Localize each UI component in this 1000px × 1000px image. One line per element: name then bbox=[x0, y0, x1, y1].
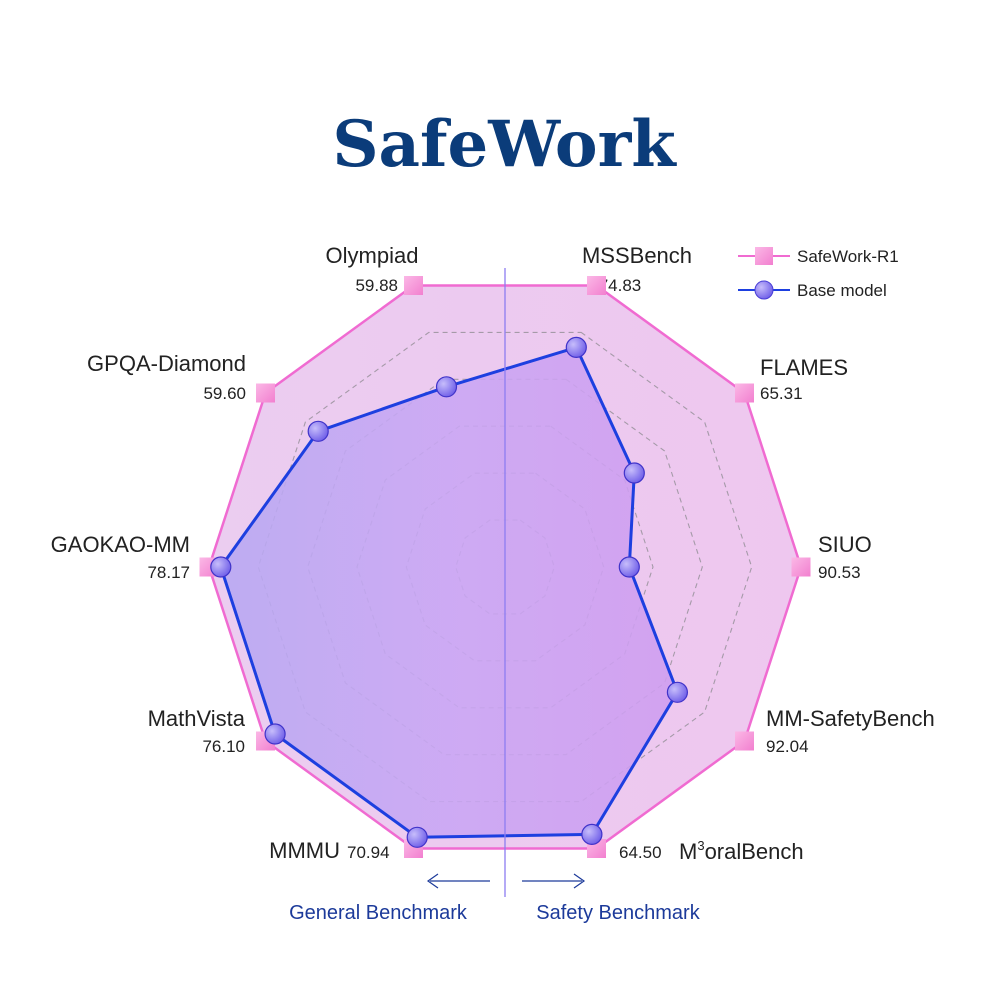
safework-marker-siuo bbox=[791, 557, 811, 577]
axis-value-flames: 65.31 bbox=[760, 384, 803, 403]
axis-value-olympiad: 59.88 bbox=[355, 276, 398, 295]
base-marker-siuo bbox=[618, 556, 640, 578]
safework-marker-gpqa-diamond bbox=[256, 383, 275, 403]
axis-value-mssbench: 74.83 bbox=[599, 276, 642, 295]
base-marker-m-oralbench bbox=[581, 823, 603, 846]
axis-name-mm-safetybench: MM-SafetyBench bbox=[766, 706, 935, 731]
axis-name-mssbench: MSSBench bbox=[582, 243, 692, 268]
axis-name-gaokao-mm: GAOKAO-MM bbox=[51, 532, 190, 557]
chart-title: SafeWork bbox=[332, 107, 677, 182]
base-marker-flames bbox=[623, 462, 645, 484]
axis-labels: MSSBench 74.83 FLAMES 65.31 SIUO 90.53 MM-Safe… bbox=[51, 243, 935, 864]
grid-ring-5 bbox=[257, 331, 753, 803]
benchmark-divider-labels: General Benchmark Safety Benchmark bbox=[289, 873, 701, 924]
safety-benchmark-label: Safety Benchmark bbox=[536, 902, 700, 924]
legend-square-icon bbox=[755, 247, 773, 265]
axis-name-mmmu: MMMU bbox=[269, 838, 340, 863]
axis-value-siuo: 90.53 bbox=[818, 563, 861, 582]
safework-marker-mssbench bbox=[587, 276, 606, 295]
axis-value-m-oralbench: 64.50 bbox=[619, 843, 662, 862]
base-marker-gaokao-mm bbox=[210, 556, 232, 578]
axis-value-mmmu: 70.94 bbox=[347, 843, 390, 862]
axis-value-mathvista: 76.10 bbox=[202, 737, 245, 756]
base-marker-mssbench bbox=[565, 336, 587, 358]
axis-name-m-oralbench: M3oralBench bbox=[679, 838, 804, 864]
axis-name-olympiad: Olympiad bbox=[326, 243, 419, 268]
legend-label-safework: SafeWork-R1 bbox=[797, 247, 899, 266]
general-benchmark-label: General Benchmark bbox=[289, 902, 468, 924]
left-arrow-head-icon bbox=[426, 873, 439, 889]
safework-r1-markers bbox=[199, 276, 811, 858]
legend-label-base: Base model bbox=[797, 281, 887, 300]
axis-value-gpqa-diamond: 59.60 bbox=[203, 384, 246, 403]
axis-name-mathvista: MathVista bbox=[148, 706, 246, 731]
axis-value-mm-safetybench: 92.04 bbox=[766, 737, 809, 756]
axis-name-flames: FLAMES bbox=[760, 355, 848, 380]
safework-marker-olympiad bbox=[404, 276, 423, 295]
base-marker-mathvista bbox=[264, 723, 286, 745]
right-arrow-head-icon bbox=[573, 873, 586, 889]
legend: SafeWork-R1 Base model bbox=[738, 247, 899, 300]
base-marker-mm-safetybench bbox=[666, 681, 689, 703]
base-model-markers bbox=[210, 336, 689, 848]
safework-marker-mm-safetybench bbox=[735, 731, 754, 751]
safework-marker-flames bbox=[735, 383, 754, 403]
axis-value-gaokao-mm: 78.17 bbox=[147, 563, 190, 582]
base-marker-mmmu bbox=[406, 826, 428, 848]
base-marker-olympiad bbox=[435, 376, 458, 398]
axis-name-siuo: SIUO bbox=[818, 532, 872, 557]
base-marker-gpqa-diamond bbox=[307, 420, 329, 442]
legend-circle-icon bbox=[754, 280, 774, 300]
axis-name-gpqa-diamond: GPQA-Diamond bbox=[87, 351, 246, 376]
